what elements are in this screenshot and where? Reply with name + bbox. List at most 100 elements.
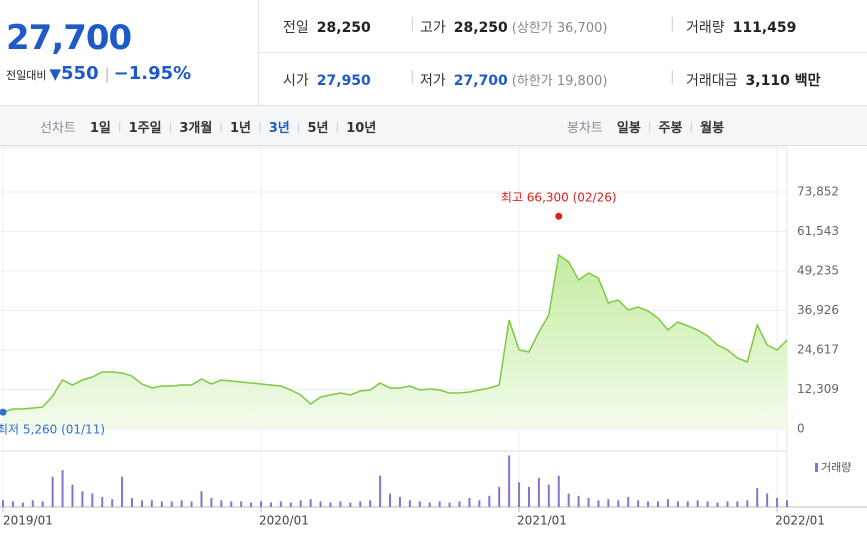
stat-value: 27,950 — [316, 73, 371, 89]
y-tick-label: 36,926 — [797, 303, 839, 317]
volume-bar — [766, 493, 769, 507]
stat-cell: 고가 28,250 (상한가 36,700) — [420, 17, 607, 37]
volume-bar — [488, 495, 491, 507]
volume-bar — [279, 501, 282, 507]
volume-bar — [250, 502, 253, 507]
period-button[interactable]: 1일 — [89, 121, 111, 136]
divider: | — [410, 16, 415, 32]
annotation-dot — [555, 212, 563, 220]
quote-panel: 27,700 전일대비 ▼ 550 | −1.95% — [0, 0, 259, 105]
legend-label: 거래량 — [821, 461, 851, 474]
volume-bar — [547, 484, 550, 507]
volume-bar — [309, 499, 312, 507]
stat-cell: 거래량 111,459 — [686, 17, 796, 37]
change: 550 — [61, 63, 99, 84]
y-tick-label: 61,543 — [797, 224, 839, 238]
stat-label: 저가 — [420, 73, 446, 89]
volume-bar — [230, 501, 233, 507]
period-button[interactable]: 3개월 — [179, 121, 213, 136]
volume-bar — [210, 498, 213, 507]
volume-bar — [170, 501, 173, 507]
period-button[interactable]: 1년 — [230, 121, 252, 136]
stat-value: 28,250 — [453, 20, 508, 36]
x-tick-label: 2022/01 — [775, 514, 825, 528]
volume-bar — [607, 499, 610, 507]
x-tick-label: 2020/01 — [259, 514, 309, 528]
volume-bar — [696, 500, 699, 507]
volume-bar — [200, 491, 203, 507]
volume-bar — [617, 500, 620, 507]
change-label: 전일대비 — [6, 69, 47, 82]
volume-bar — [319, 501, 322, 507]
volume-bar — [11, 501, 14, 507]
volume-bar — [101, 496, 104, 507]
chart: 0 12,309 24,617 36,926 49,235 61,543 73,852 201… — [0, 146, 867, 528]
period-button[interactable]: 주봉 — [658, 121, 683, 136]
stat-cell: 시가 27,950 — [283, 70, 371, 90]
volume-bar — [398, 496, 401, 507]
change-line: 전일대비 ▼ 550 | −1.95% — [6, 63, 191, 84]
volume-bar — [91, 493, 94, 507]
y-tick-label: 73,852 — [797, 185, 839, 199]
period-button[interactable]: 3년 — [268, 121, 290, 136]
volume-bar — [299, 500, 302, 507]
volume-bar — [478, 500, 481, 507]
x-tick-label: 2019/01 — [3, 514, 53, 528]
period-button[interactable]: 1주일 — [128, 121, 162, 136]
volume-bar — [567, 493, 570, 507]
volume-bar — [140, 500, 143, 507]
volume-bar — [786, 500, 788, 507]
volume-bar — [339, 501, 342, 507]
volume-bar — [240, 501, 243, 507]
volume-bar — [81, 491, 84, 507]
volume-bar — [498, 486, 501, 507]
period-button[interactable]: 일봉 — [616, 121, 641, 136]
volume-bar — [746, 500, 749, 507]
volume-bar — [190, 501, 193, 507]
legend-swatch — [815, 463, 818, 472]
divider: | — [647, 120, 652, 133]
divider: | — [335, 120, 340, 133]
volume-bar — [726, 501, 729, 507]
volume-bar — [160, 501, 163, 507]
period-button[interactable]: 월봉 — [700, 121, 725, 136]
period-button[interactable]: 5년 — [307, 121, 329, 136]
stat-cell: 저가 27,700 (하한가 19,800) — [420, 70, 607, 90]
volume-bar — [637, 500, 640, 507]
stat-label: 고가 — [420, 20, 446, 36]
volume-bar — [379, 475, 382, 507]
volume-bar — [289, 502, 292, 507]
volume-bar — [508, 455, 511, 507]
volume-bar — [71, 484, 74, 507]
toolbar: 선차트 1일 | 1주일 | 3개월 | 1년 | 3년 | 5년 | 10년 봉차트 일봉 | 주봉 | 월봉 — [0, 105, 867, 146]
divider: | — [104, 65, 110, 83]
volume-bar — [448, 502, 451, 507]
volume-bar — [666, 499, 669, 507]
volume-bar — [597, 500, 600, 507]
y-tick-label: 12,309 — [797, 382, 839, 396]
volume-bar — [180, 500, 183, 507]
volume-bar — [656, 501, 659, 507]
divider: | — [258, 120, 262, 133]
volume-bar — [716, 502, 719, 507]
volume-bar — [647, 501, 650, 507]
stat-label: 전일 — [283, 20, 309, 36]
volume-bar — [418, 501, 421, 507]
y-tick-label: 0 — [797, 422, 805, 436]
stat-value: 111,459 — [732, 20, 797, 36]
x-tick-label: 2021/01 — [517, 514, 567, 528]
volume-bar — [438, 501, 441, 507]
stat-label: 시가 — [283, 73, 309, 89]
volume-bar — [686, 501, 689, 507]
annotation-label: 최고 66,300 (02/26) — [501, 191, 617, 205]
divider: | — [670, 16, 675, 32]
volume-bar — [329, 502, 332, 507]
volume-bar — [458, 501, 461, 507]
line-chart-group: 선차트 1일 | 1주일 | 3개월 | 1년 | 3년 | 5년 | 10년 — [40, 117, 376, 136]
stats-row: | | 전일 28,250 고가 28,250 (상한가 36,700) 거래량 111,459 — [259, 0, 867, 53]
stat-value: 3,110 백만 — [745, 73, 821, 89]
stat-note: (하한가 19,800) — [511, 74, 608, 89]
y-tick-label: 24,617 — [797, 343, 839, 357]
toolbar-heading: 봉차트 — [567, 121, 603, 136]
period-button[interactable]: 10년 — [346, 121, 377, 136]
